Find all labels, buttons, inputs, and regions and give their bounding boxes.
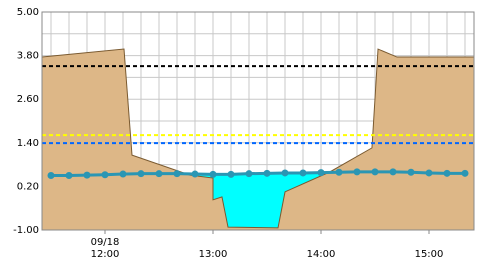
point	[65, 172, 73, 179]
point	[317, 169, 325, 177]
point	[119, 170, 127, 178]
plot-border	[41, 11, 475, 231]
point	[425, 169, 433, 177]
point	[299, 169, 307, 177]
point	[155, 170, 163, 178]
point	[101, 171, 109, 179]
point	[461, 169, 469, 177]
date-label: 09/18	[91, 237, 120, 248]
x-tick-label: 15:00	[415, 249, 444, 260]
point	[173, 170, 181, 178]
y-tick-label: 0.20	[17, 181, 39, 192]
point	[443, 169, 451, 177]
terrain	[42, 48, 474, 230]
point	[371, 168, 379, 176]
point	[245, 170, 253, 178]
point	[281, 169, 289, 177]
point	[191, 170, 199, 178]
point	[47, 172, 55, 179]
point	[137, 170, 145, 178]
point	[353, 168, 361, 176]
y-tick-label: 2.60	[17, 94, 39, 105]
point	[407, 168, 415, 176]
x-tick-label: 12:00	[91, 249, 120, 260]
x-tick-label: 14:00	[307, 249, 336, 260]
y-tick-label: 3.80	[17, 51, 39, 62]
point	[263, 169, 271, 177]
point	[227, 170, 235, 178]
point	[389, 168, 397, 176]
point	[83, 171, 91, 179]
y-tick-label: 5.00	[17, 7, 39, 18]
y-tick-label: 1.40	[17, 138, 39, 149]
y-tick-label: -1.00	[13, 225, 39, 236]
x-tick-label: 13:00	[199, 249, 228, 260]
point	[335, 168, 343, 176]
point	[209, 170, 217, 178]
